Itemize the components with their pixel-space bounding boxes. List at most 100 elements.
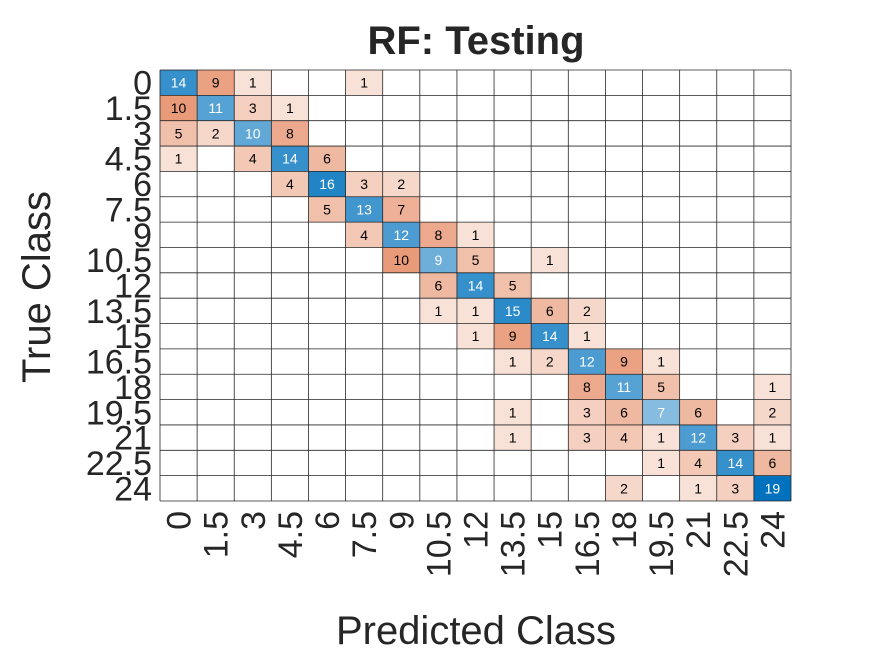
matrix-cell [531,95,569,121]
cell-value-label: 4 [694,455,702,471]
x-tick-labels: 0 1.5 3 4.5 6 7.5 9 10.5 12 13.5 15 16.5 18 19.5 21 22.… [161,511,793,577]
matrix-cell [494,247,532,273]
matrix-cell [197,475,235,501]
matrix-cell [642,272,680,299]
matrix-cell [456,348,495,375]
cell-value-label: 5 [472,252,480,268]
matrix-cell [642,424,680,451]
matrix-cell [642,399,680,425]
matrix-cell [382,146,420,172]
cell-value-label: 13 [356,201,372,217]
matrix-cell [605,475,643,501]
matrix-cell [605,323,643,349]
cell-value-label: 14 [171,75,187,91]
matrix-cell [642,146,680,172]
matrix-cell [531,70,569,96]
matrix-cell [345,196,383,223]
cell-value-label: 3 [583,430,591,446]
y-tick-label: 15 [114,318,152,356]
matrix-cell [568,272,606,299]
matrix-cell [160,399,198,425]
x-tick-label: 6 [309,511,347,530]
cell-value-label: 9 [212,75,220,91]
matrix-cell [419,424,457,451]
matrix-cell [160,424,198,451]
matrix-cell [605,120,643,147]
y-tick-label: 12 [114,268,152,306]
y-tick-label: 13.5 [86,293,152,331]
matrix-cell [382,424,420,451]
cell-value-label: 5 [657,379,665,395]
matrix-cell [419,247,457,273]
x-tick-label: 18 [606,511,644,549]
matrix-cell [456,95,495,121]
matrix-cells: 14 9 1 110 11 3 15 2 10 81 4 14 64 16 3 25 13 74 12 8 110 9 5 1… [160,70,791,501]
x-tick-label: 3 [235,511,273,530]
matrix-cell [419,70,457,96]
matrix-grid [159,69,792,502]
cell-value-label: 6 [323,151,331,167]
cell-value-label: 1 [657,430,665,446]
cell-value-label: 1 [583,328,591,344]
cell-value-label: 8 [583,379,591,395]
y-tick-label: 10.5 [86,242,152,280]
matrix-cell [753,424,791,451]
matrix-cell [419,272,457,299]
matrix-cell [716,120,754,147]
matrix-cell [605,424,643,451]
matrix-cell [716,475,754,501]
cell-value-label: 1 [657,354,665,370]
matrix-cell [456,120,495,147]
matrix-cell [456,424,495,451]
y-tick-label: 4.5 [105,141,152,179]
cell-value-label: 16 [319,176,335,192]
matrix-cell [642,475,680,501]
y-tick-label: 9 [133,217,152,255]
y-tick-label: 7.5 [105,191,152,229]
matrix-cell [271,196,309,223]
matrix-cell [197,424,235,451]
cell-value-label: 19 [765,480,781,496]
matrix-cell [531,272,569,299]
cell-value-label: 9 [509,328,517,344]
x-tick-label: 12 [458,511,496,549]
matrix-cell [753,95,791,121]
matrix-cell [382,323,420,349]
matrix-cell [234,475,272,501]
matrix-cell [679,323,717,349]
matrix-cell [642,298,680,324]
matrix-cell [308,424,346,451]
matrix-cell [308,323,346,349]
matrix-cell [308,272,346,299]
cell-value-label: 4 [360,227,368,243]
cell-value-label: 5 [323,201,331,217]
matrix-cell [753,272,791,299]
matrix-cell [568,374,606,400]
matrix-cell [716,374,754,400]
matrix-cell [605,374,643,400]
y-tick-label: 3 [133,115,152,153]
cell-value-label: 9 [620,354,628,370]
matrix-cell [271,475,309,501]
matrix-cell [197,247,235,273]
matrix-cell [568,146,606,172]
matrix-cell [160,348,198,375]
matrix-cell [456,70,495,96]
matrix-cell [160,146,198,172]
y-tick-label: 22.5 [86,445,152,483]
matrix-cell [642,323,680,349]
matrix-cell [531,196,569,223]
x-tick-label: 19.5 [643,511,681,577]
matrix-cell [679,272,717,299]
x-tick-label: 10.5 [420,511,458,577]
matrix-cell [234,120,272,147]
matrix-cell [494,272,532,299]
matrix-cell [456,450,495,476]
matrix-cell [160,323,198,349]
x-tick-label: 1.5 [198,511,236,558]
matrix-cell [716,298,754,324]
cell-value-label: 2 [620,480,628,496]
matrix-cell [568,171,606,197]
cell-value-label: 1 [175,151,183,167]
cell-value-label: 8 [286,125,294,141]
